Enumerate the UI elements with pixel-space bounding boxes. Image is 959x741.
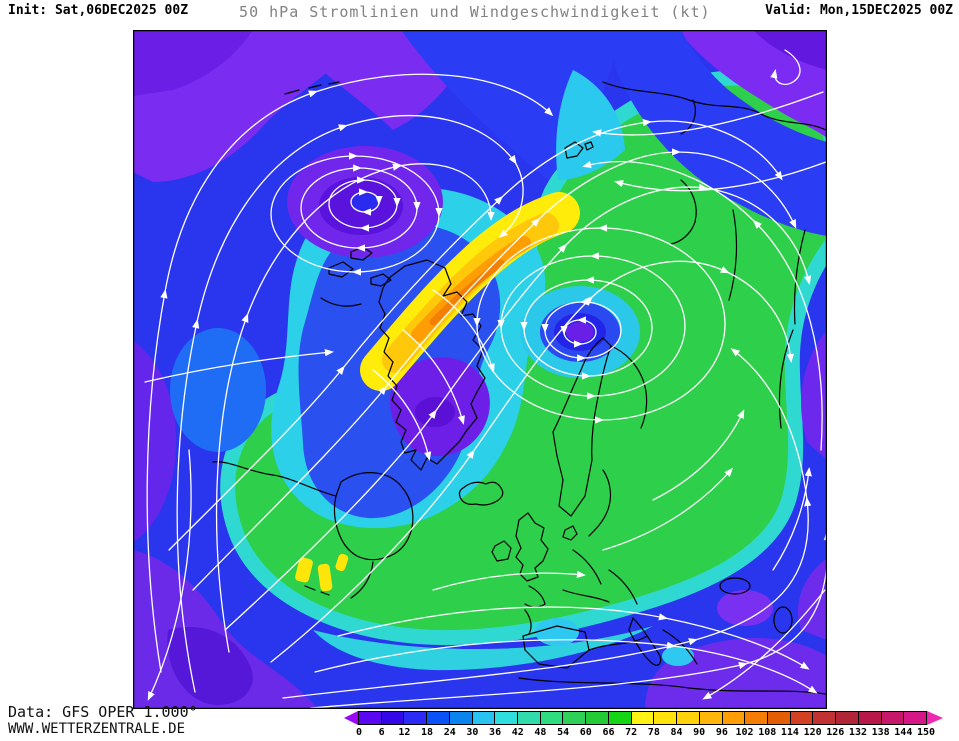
colorbar-tick-label: 126 xyxy=(826,727,845,738)
colorbar-segment xyxy=(677,712,700,724)
colorbar-segment xyxy=(745,712,768,724)
colorbar-segment xyxy=(404,712,428,724)
colorbar-segment xyxy=(858,712,882,724)
colorbar-tick-label: 42 xyxy=(511,727,524,738)
colorbar-tick-label: 36 xyxy=(489,727,502,738)
colorbar-tick-label: 144 xyxy=(894,727,913,738)
colorbar-tick-label: 0 xyxy=(355,727,363,738)
colorbar-segment xyxy=(540,712,564,724)
site-credit: WWW.WETTERZENTRALE.DE xyxy=(8,721,186,737)
colorbar-tick-label: 18 xyxy=(421,727,434,738)
colorbar-segment xyxy=(767,712,791,724)
weather-map xyxy=(133,30,827,709)
colorbar-segment xyxy=(472,712,496,724)
colorbar-segment xyxy=(563,712,587,724)
colorbar-segment xyxy=(631,712,655,724)
streamline-layer xyxy=(144,49,827,709)
colorbar-tick-label: 24 xyxy=(443,727,456,738)
page-title: 50 hPa Stromlinien und Windgeschwindigke… xyxy=(239,3,711,21)
colorbar-segment xyxy=(722,712,746,724)
colorbar-segment xyxy=(881,712,905,724)
colorbar-tick-label: 108 xyxy=(758,727,777,738)
colorbar-tick-label: 30 xyxy=(466,727,479,738)
colorbar-tick-label: 120 xyxy=(803,727,822,738)
colorbar-segment xyxy=(586,712,609,724)
valid-label: Valid: xyxy=(765,3,813,18)
colorbar-tick-label: 12 xyxy=(398,727,411,738)
colorbar-segment xyxy=(449,712,473,724)
colorbar-tick-label: 90 xyxy=(693,727,706,738)
colorbar-tick-label: 84 xyxy=(670,727,683,738)
colorbar-segment xyxy=(359,712,382,724)
valid-time: Valid: Mon,15DEC2025 00Z xyxy=(765,3,953,18)
map-canvas xyxy=(133,30,827,709)
init-label: Init: xyxy=(8,3,48,18)
colorbar-segment xyxy=(518,712,541,724)
colorbar-segment xyxy=(381,712,405,724)
colorbar-tick-label: 102 xyxy=(735,727,754,738)
colorbar-tick-label: 60 xyxy=(579,727,592,738)
init-value: Sat,06DEC2025 00Z xyxy=(54,3,189,18)
colorbar: 0 6 12 18 24 30 36 42 48 54 60 66 72 78 84 90 96 102 108 11… xyxy=(344,711,952,741)
colorbar-segment xyxy=(790,712,814,724)
colorbar-tick-label: 78 xyxy=(647,727,660,738)
colorbar-segments xyxy=(358,711,927,725)
valid-value: Mon,15DEC2025 00Z xyxy=(819,3,953,18)
colorbar-tick-label: 6 xyxy=(378,727,385,738)
colorbar-tick-label: 66 xyxy=(602,727,615,738)
colorbar-segment xyxy=(904,712,926,724)
colorbar-segment xyxy=(699,712,723,724)
map-border xyxy=(133,30,827,709)
colorbar-segment xyxy=(495,712,519,724)
colorbar-tick-label: 48 xyxy=(534,727,547,738)
colorbar-tick-label: 138 xyxy=(871,727,890,738)
colorbar-tick-label: 54 xyxy=(557,727,570,738)
init-time: Init: Sat,06DEC2025 00Z xyxy=(8,3,188,18)
colorbar-tick-label: 132 xyxy=(848,727,867,738)
colorbar-tick-label: 96 xyxy=(715,727,728,738)
colorbar-segment xyxy=(813,712,837,724)
colorbar-segment xyxy=(608,712,632,724)
colorbar-tick-label: 72 xyxy=(625,727,638,738)
colorbar-segment xyxy=(836,712,859,724)
colorbar-left-arrow xyxy=(344,711,358,725)
data-source-line: Data: GFS OPER 1.000° xyxy=(8,703,198,721)
colorbar-segment xyxy=(427,712,450,724)
colorbar-tick-label: 150 xyxy=(916,727,936,738)
colorbar-right-arrow xyxy=(927,711,943,725)
colorbar-tick-label: 114 xyxy=(780,727,799,738)
colorbar-segment xyxy=(654,712,678,724)
